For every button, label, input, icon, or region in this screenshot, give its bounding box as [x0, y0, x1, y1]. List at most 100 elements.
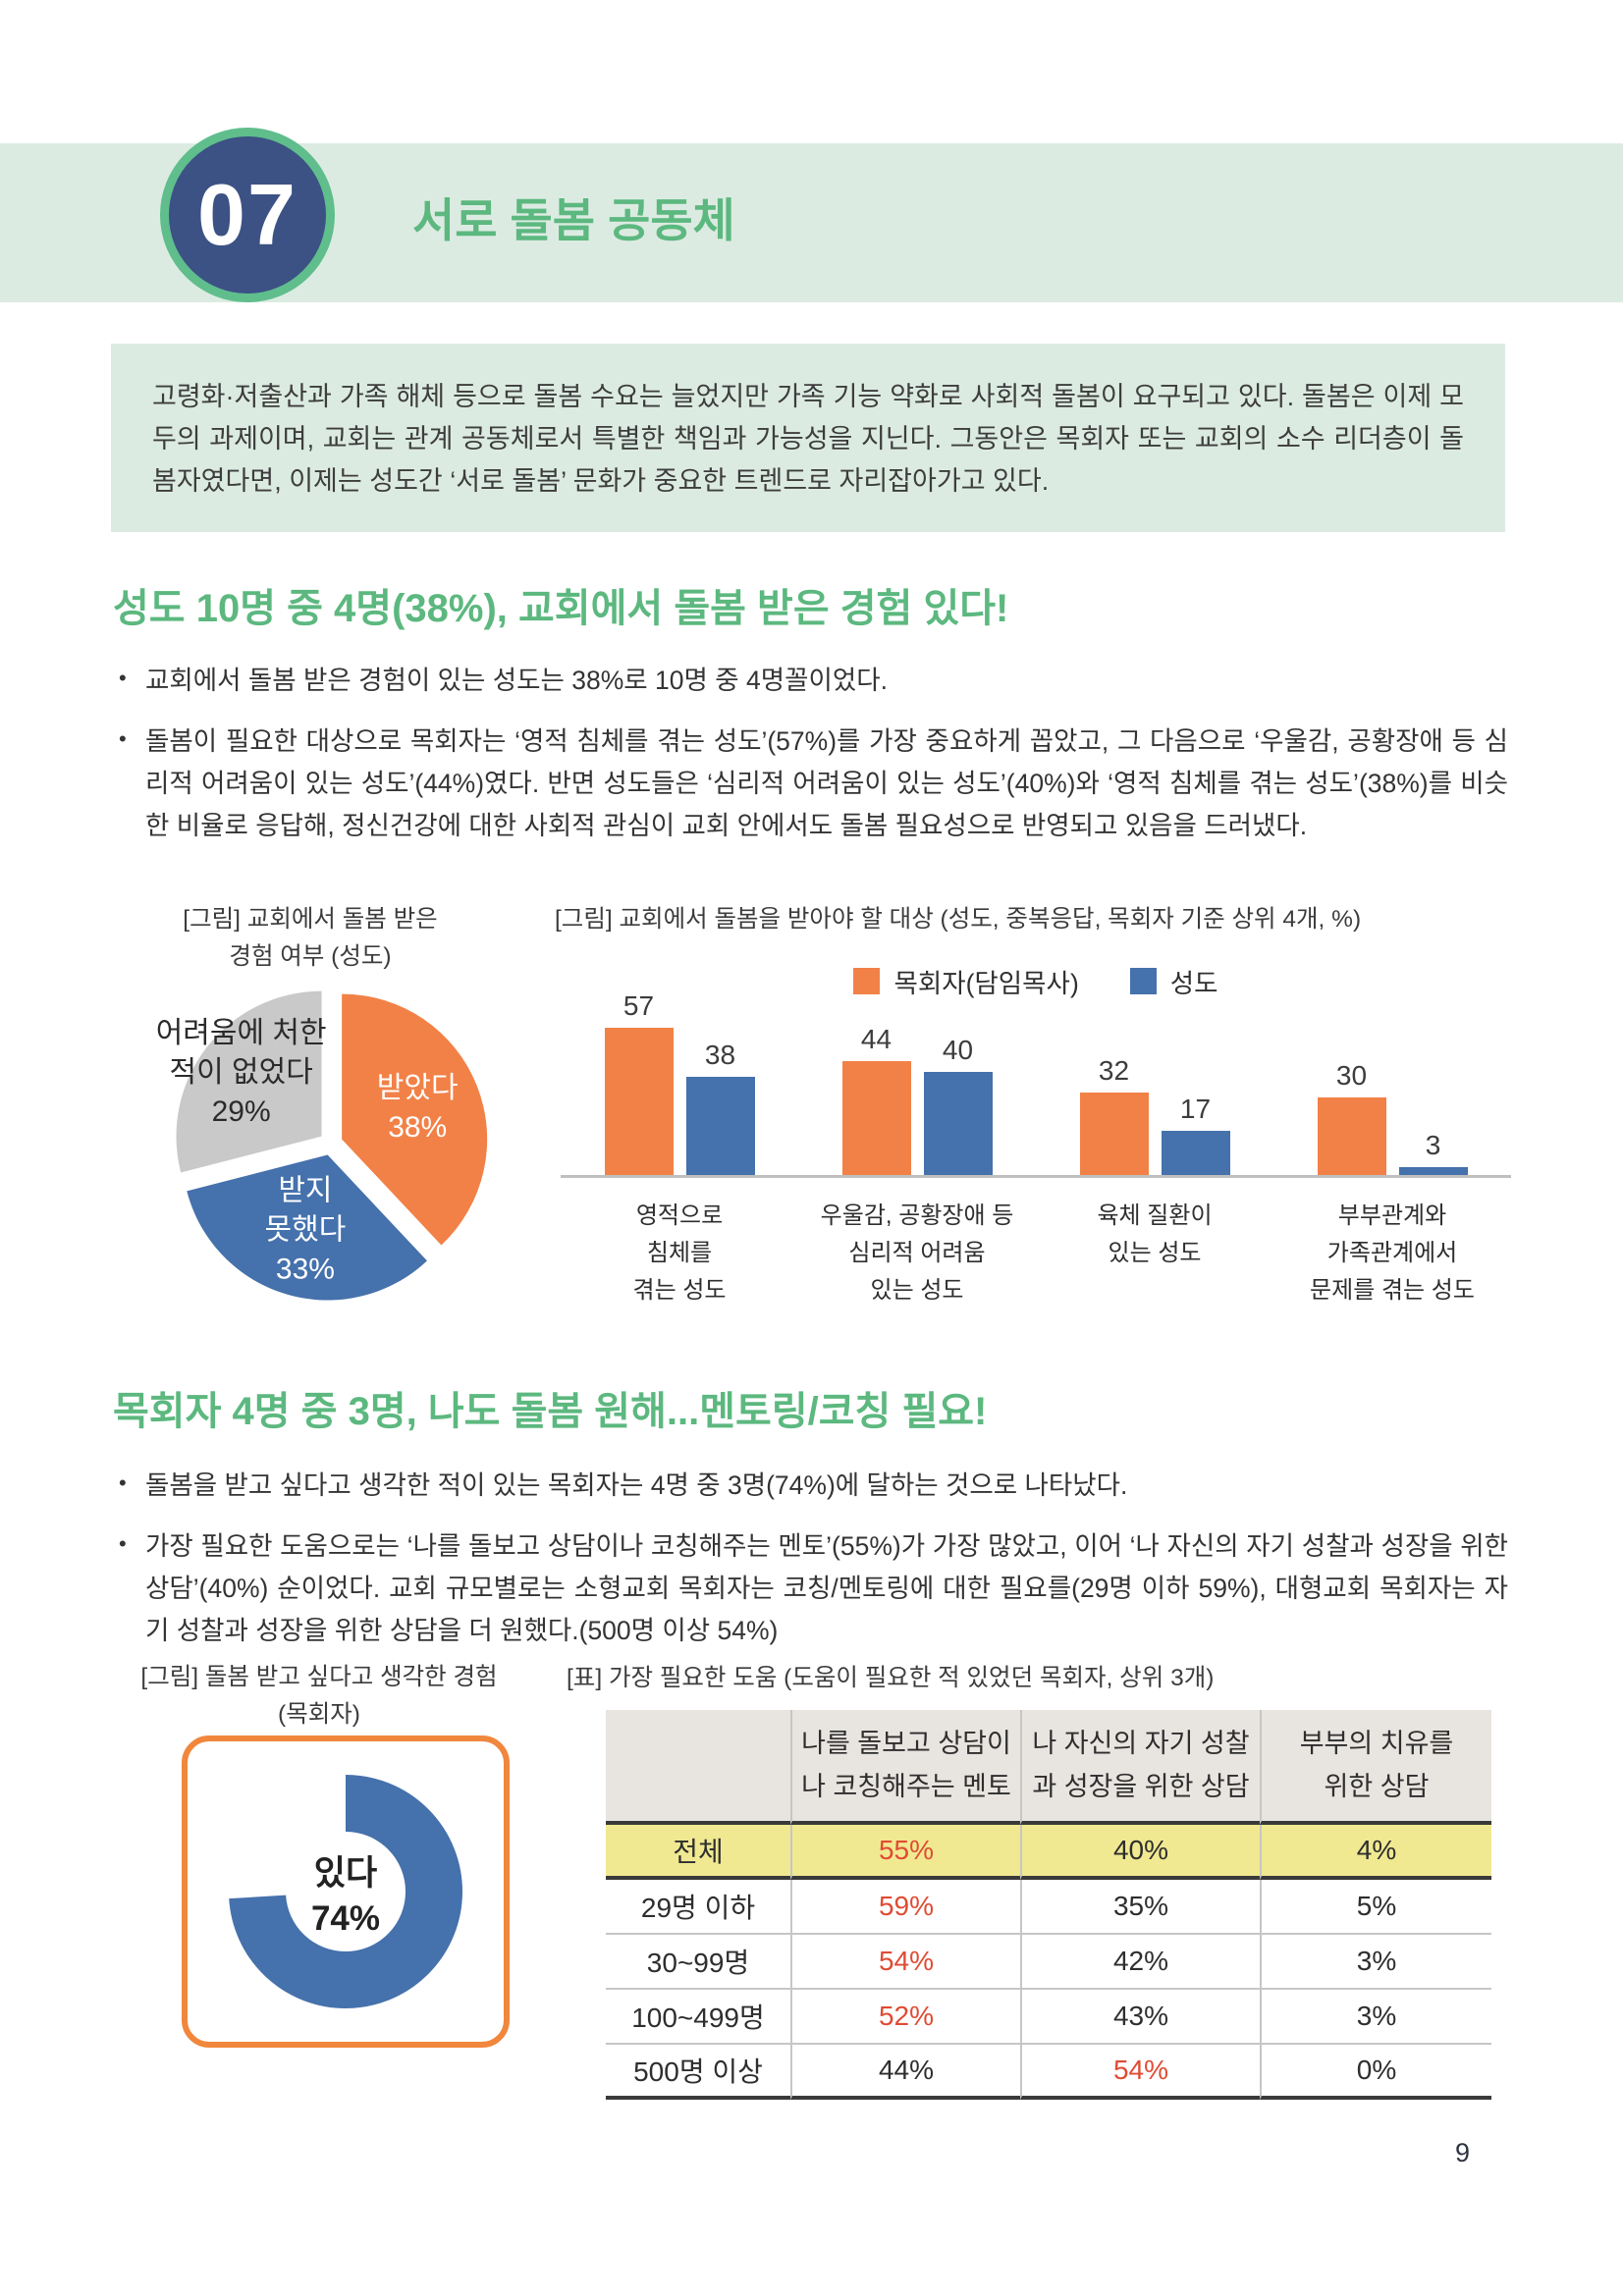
donut-center-label: 있다 74%	[188, 1851, 504, 1942]
table-value-cell: 5%	[1260, 1880, 1491, 1935]
table-header-cell: 나를 돌보고 상담이 나 코칭해주는 멘토	[790, 1710, 1020, 1825]
bar	[685, 1076, 755, 1175]
table-value-cell: 43%	[1020, 1990, 1260, 2045]
bar-value-label: 17	[1179, 1094, 1212, 1125]
table-value-cell: 3%	[1260, 1935, 1491, 1990]
bar	[1079, 1092, 1149, 1175]
table-value-cell: 42%	[1020, 1935, 1260, 1990]
legend-label: 성도	[1169, 969, 1218, 998]
legend-item-believer: 성도	[1129, 962, 1218, 1000]
table-value-cell: 54%	[1020, 2045, 1260, 2100]
bar	[841, 1061, 911, 1175]
table-value-cell: 4%	[1260, 1825, 1491, 1880]
bar-group-3: 32 17	[1036, 1019, 1273, 1175]
table-row-label: 100~499명	[606, 1990, 790, 2045]
bar-chart-legend: 목회자(담임목사) 성도	[555, 962, 1517, 1000]
donut-chart-title: [그림] 돌봄 받고 싶다고 생각한 경험 (목회자)	[113, 1659, 525, 1734]
table-row-label: 전체	[606, 1825, 790, 1880]
pie-title-line2: 경험 여부 (성도)	[229, 942, 392, 970]
pie-slice-2	[187, 1154, 427, 1301]
bar-chart-title: [그림] 교회에서 돌봄을 받아야 할 대상 (성도, 중복응답, 목회자 기준…	[555, 906, 1362, 933]
table-corner-cell	[606, 1710, 790, 1825]
table-value-cell: 0%	[1260, 2045, 1491, 2100]
bar-group-1: 57 38	[561, 990, 798, 1175]
table-header-cell: 나 자신의 자기 성찰 과 성장을 위한 상담	[1020, 1710, 1260, 1825]
chapter-title: 서로 돌봄 공동체	[412, 194, 735, 246]
bar-column: 38	[685, 1039, 755, 1175]
legend-label: 목회자(담임목사)	[893, 969, 1079, 998]
donut-chart	[229, 1775, 462, 2008]
bar-column: 57	[604, 990, 674, 1175]
bar	[604, 1027, 674, 1175]
bullet-text: 돌봄이 필요한 대상으로 목회자는 ‘영적 침체를 겪는 성도’(57%)를 가…	[145, 725, 1508, 840]
bullet-text: 가장 필요한 도움으로는 ‘나를 돌보고 상담이나 코칭해주는 멘토’(55%)…	[145, 1530, 1508, 1645]
bar-column: 44	[841, 1024, 911, 1175]
chapter-number-badge: 07	[160, 128, 335, 302]
donut-label-value: 74%	[310, 1899, 381, 1939]
bar-value-label: 3	[1425, 1130, 1441, 1161]
table-value-cell: 59%	[790, 1880, 1020, 1935]
table-value-cell: 55%	[790, 1825, 1020, 1880]
pie-slice-label: 못했다	[265, 1214, 347, 1247]
pie-slice-label: 적이 없었다	[169, 1056, 312, 1089]
chapter-number: 07	[197, 166, 298, 263]
bullet-item: 가장 필요한 도움으로는 ‘나를 돌보고 상담이나 코칭해주는 멘토’(55%)…	[113, 1525, 1508, 1652]
bar-column: 17	[1161, 1094, 1230, 1175]
donut-chart-block: [그림] 돌봄 받고 싶다고 생각한 경험 (목회자) 있다 74%	[113, 1659, 525, 2048]
table-header-cell: 부부의 치유를 위한 상담	[1260, 1710, 1491, 1825]
pie-slice-label: 33%	[276, 1254, 335, 1286]
bar-category-labels: 영적으로 침체를 겪는 성도 우울감, 공황장애 등 심리적 어려움 있는 성도 육체 질환…	[561, 1198, 1511, 1309]
bullet-text: 돌봄을 받고 싶다고 생각한 적이 있는 목회자는 4명 중 3명(74%)에 …	[145, 1470, 1128, 1500]
bar-category: 육체 질환이 있는 성도	[1097, 1202, 1213, 1266]
section2-bullets: 돌봄을 받고 싶다고 생각한 적이 있는 목회자는 4명 중 3명(74%)에 …	[113, 1465, 1508, 1671]
pie-chart-title: [그림] 교회에서 돌봄 받은 경험 여부 (성도)	[113, 901, 508, 976]
table-value-cell: 54%	[790, 1935, 1020, 1990]
pie-slice-label: 38%	[388, 1111, 447, 1144]
bar-column: 3	[1398, 1130, 1468, 1175]
bar-value-label: 40	[942, 1034, 974, 1065]
bullet-item: 돌봄이 필요한 대상으로 목회자는 ‘영적 침체를 겪는 성도’(57%)를 가…	[113, 721, 1508, 847]
pie-slice-label: 받지	[278, 1175, 332, 1207]
pie-title-line1: [그림] 교회에서 돌봄 받은	[183, 906, 438, 933]
intro-box: 고령화·저출산과 가족 해체 등으로 돌봄 수요는 늘었지만 가족 기능 약화로…	[111, 344, 1505, 532]
bar-category: 우울감, 공황장애 등 심리적 어려움 있는 성도	[820, 1202, 1014, 1304]
donut-arc	[229, 1775, 462, 2008]
pie-slice-label: 받았다	[377, 1072, 459, 1104]
pie-slice-label: 어려움에 처한	[156, 1017, 327, 1049]
bar-column: 32	[1079, 1054, 1149, 1175]
bar-group-2: 44 40	[798, 1019, 1036, 1175]
help-table: 나를 돌보고 상담이 나 코칭해주는 멘토 나 자신의 자기 성찰 과 성장을 위한 …	[606, 1710, 1491, 2100]
table-row-label: 500명 이상	[606, 2045, 790, 2100]
table-value-cell: 44%	[790, 2045, 1020, 2100]
bar-value-label: 32	[1098, 1054, 1130, 1086]
page-number: 9	[1455, 2138, 1471, 2167]
bullet-item: 교회에서 돌봄 받은 경험이 있는 성도는 38%로 10명 중 4명꼴이었다.	[113, 660, 1508, 702]
legend-swatch-blue	[1129, 968, 1157, 994]
bar-plot: 57 38 44 40 32 17 30 3	[561, 990, 1511, 1178]
bar	[1317, 1097, 1386, 1175]
table-value-cell: 3%	[1260, 1990, 1491, 2045]
donut-title-line1: [그림] 돌봄 받고 싶다고 생각한 경험	[140, 1664, 498, 1690]
section2-heading: 목회자 4명 중 3명, 나도 돌봄 원해...멘토링/코칭 필요!	[113, 1390, 988, 1433]
bullet-text: 교회에서 돌봄 받은 경험이 있는 성도는 38%로 10명 중 4명꼴이었다.	[145, 666, 888, 695]
pie-slice-1	[342, 993, 488, 1246]
pie-slice-3	[176, 990, 322, 1173]
donut-frame: 있다 74%	[182, 1735, 510, 2048]
donut-title-line2: (목회자)	[278, 1700, 360, 1728]
table-value-cell: 52%	[790, 1990, 1020, 2045]
bar	[923, 1071, 993, 1175]
table-value-cell: 35%	[1020, 1880, 1260, 1935]
intro-text: 고령화·저출산과 가족 해체 등으로 돌봄 수요는 늘었지만 가족 기능 약화로…	[152, 382, 1464, 497]
table-title: [표] 가장 필요한 도움 (도움이 필요한 적 있었던 목회자, 상위 3개)	[567, 1665, 1215, 1691]
table-row-label: 30~99명	[606, 1935, 790, 1990]
bar-chart-block: [그림] 교회에서 돌봄을 받아야 할 대상 (성도, 중복응답, 목회자 기준…	[555, 901, 1517, 1306]
bar-group-4: 30 3	[1273, 1019, 1511, 1175]
bar-column: 40	[923, 1034, 993, 1175]
table-value-cell: 40%	[1020, 1825, 1260, 1880]
bar-category: 부부관계와 가족관계에서 문제를 겪는 성도	[1310, 1202, 1475, 1304]
bullet-item: 돌봄을 받고 싶다고 생각한 적이 있는 목회자는 4명 중 3명(74%)에 …	[113, 1465, 1508, 1507]
bar-value-label: 38	[704, 1039, 736, 1070]
